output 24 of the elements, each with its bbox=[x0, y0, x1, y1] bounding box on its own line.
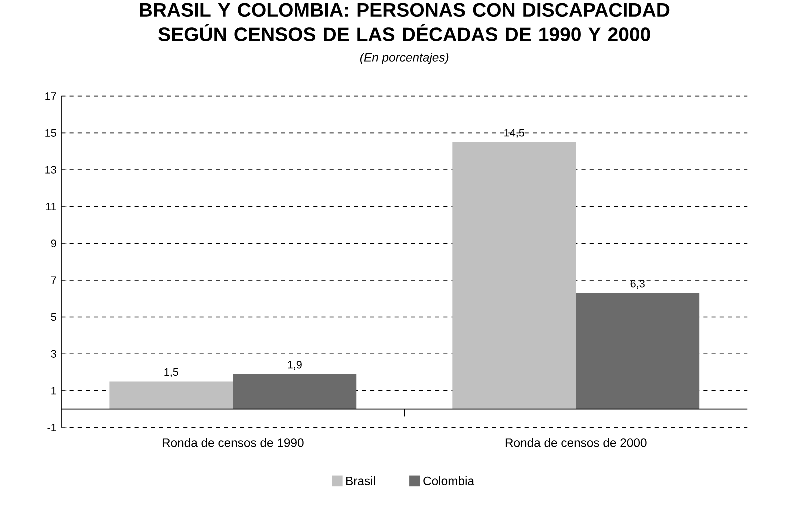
bar bbox=[452, 142, 576, 410]
y-tick-label: 1 bbox=[52, 387, 56, 395]
bar bbox=[576, 294, 700, 410]
legend-label: Brasil bbox=[346, 476, 376, 486]
x-tick-label: Ronda de censos de 1990 bbox=[162, 438, 304, 448]
y-tick-label: 13 bbox=[46, 166, 56, 174]
y-tick-label: 7 bbox=[51, 276, 56, 284]
data-label: 6,3 bbox=[630, 280, 645, 290]
data-label: 1,5 bbox=[164, 368, 178, 378]
y-tick-label: 5 bbox=[51, 314, 56, 322]
y-tick-label: 11 bbox=[46, 203, 56, 211]
y-tick-label: 3 bbox=[51, 350, 56, 358]
data-label: 1,9 bbox=[288, 361, 302, 370]
legend-label: Colombia bbox=[424, 476, 475, 486]
chart-subtitle: (En porcentajes) bbox=[360, 53, 449, 65]
y-tick-label: 17 bbox=[46, 92, 56, 100]
bar bbox=[233, 374, 357, 410]
x-tick-label: Ronda de censos de 2000 bbox=[506, 438, 647, 448]
data-label: 14,5 bbox=[504, 129, 524, 138]
bar bbox=[110, 382, 234, 410]
y-tick-label: -1 bbox=[48, 424, 56, 432]
y-tick-label: 15 bbox=[46, 130, 56, 138]
y-tick-label: 9 bbox=[51, 240, 56, 248]
chart-title: BRASIL Y COLOMBIA: PERSONAS CON DISCAPACIDAD SEGÚN CENSOS DE LAS DÉCADAS DE 1990 Y 2000 bbox=[140, 4, 670, 42]
